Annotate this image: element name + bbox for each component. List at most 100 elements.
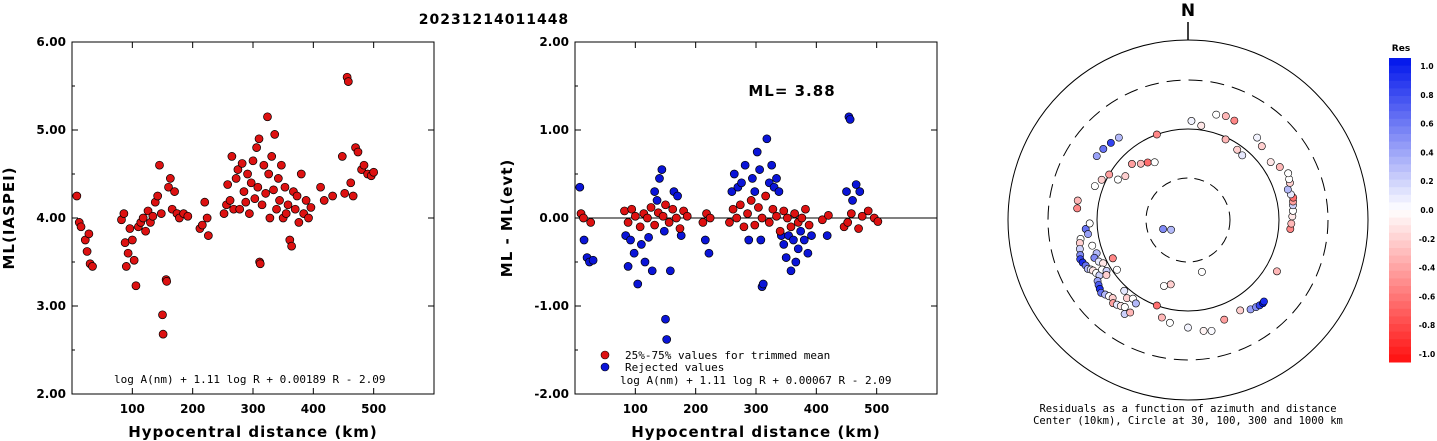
trimmed-point [675, 224, 685, 233]
polar-point [1099, 145, 1108, 153]
polar-point [1160, 282, 1168, 290]
magnitude-point [76, 222, 86, 232]
colorbar-cell [1389, 232, 1411, 241]
magnitude-point [252, 143, 261, 152]
polar-point [1287, 219, 1296, 228]
polar-point [1283, 185, 1292, 194]
polar-point [1136, 159, 1145, 168]
polar-point [1126, 308, 1135, 317]
legend-rejected-marker [600, 362, 610, 372]
polar-point [1167, 225, 1175, 234]
magnitude-x-ticks: 100 200 300 400 500 [120, 42, 386, 416]
rejected-point [673, 191, 682, 201]
y-tick-label: -2.00 [534, 387, 569, 401]
colorbar-cell [1389, 248, 1411, 257]
magnitude-point [277, 160, 286, 170]
rejected-point [781, 253, 791, 262]
colorbar-cell [1389, 149, 1411, 158]
trimmed-point [843, 218, 853, 227]
magnitude-point [292, 191, 302, 201]
rejected-point [637, 240, 646, 249]
polar-point [1114, 175, 1122, 184]
magnitude-point [183, 211, 193, 221]
polar-point [1131, 299, 1140, 308]
magnitude-point [359, 160, 369, 170]
rejected-point [652, 196, 662, 205]
rejected-point [727, 187, 737, 196]
polar-point [1102, 271, 1111, 279]
colorbar-cell [1389, 217, 1411, 226]
rejected-point [799, 235, 809, 245]
magnitude-chart: 2.00 3.00 4.00 5.00 6.00 100 200 300 400 500 log… [0, 35, 435, 441]
magnitude-point [148, 211, 158, 221]
colorbar-cells [1389, 58, 1411, 363]
magnitude-point [346, 178, 356, 188]
colorbar-cell [1389, 194, 1411, 203]
colorbar-cell [1389, 103, 1411, 112]
rejected-point [640, 257, 650, 267]
colorbar-cell [1389, 126, 1411, 135]
magnitude-point [158, 329, 168, 339]
magnitude-point [353, 147, 363, 157]
colorbar-cell [1389, 286, 1411, 295]
trimmed-point [668, 204, 678, 214]
trimmed-point [586, 218, 596, 227]
magnitude-point [197, 220, 207, 230]
colorbar-cell [1389, 301, 1411, 310]
magnitude-point [287, 241, 296, 251]
magnitude-point [84, 229, 94, 239]
rejected-point [851, 180, 861, 189]
magnitude-point [343, 77, 353, 86]
polar-point [1198, 267, 1206, 276]
colorbar-cell [1389, 164, 1411, 173]
magnitude-point [243, 169, 252, 179]
polar-caption-line-1: Residuals as a function of azimuth and d… [1039, 403, 1336, 415]
colorbar-cell [1389, 187, 1411, 196]
x-tick-label: 400 [804, 402, 829, 416]
y-tick-label: 4.00 [36, 211, 66, 225]
x-tick-label: 100 [120, 402, 145, 416]
colorbar-cell [1389, 96, 1411, 105]
y-tick-label: 2.00 [539, 35, 569, 49]
magnitude-point [164, 182, 173, 192]
colorbar-cell [1389, 324, 1411, 333]
trimmed-point [635, 222, 645, 232]
magnitude-point [127, 235, 137, 245]
residual-y-ticks: -2.00 -1.00 0.00 1.00 2.00 [534, 35, 937, 401]
polar-point [1105, 170, 1114, 179]
rejected-point [762, 134, 772, 144]
colorbar-label: 0.4 [1420, 148, 1433, 157]
trimmed-point [846, 209, 856, 218]
rejected-point [575, 182, 585, 192]
magnitude-point [170, 187, 179, 196]
colorbar-cell [1389, 354, 1411, 363]
y-tick-label: 3.00 [36, 299, 66, 313]
colorbar-labels: 1.0 0.8 0.6 0.4 0.2 0.0 -0.2 -0.4 -0.6 -0.8 -1.0 [1419, 62, 1435, 359]
colorbar-cell [1389, 118, 1411, 127]
trimmed-point [658, 211, 668, 221]
magnitude-point [272, 204, 281, 214]
colorbar-title: Res [1392, 44, 1410, 54]
magnitude-point [316, 182, 325, 192]
magnitude-point [131, 281, 141, 291]
trimmed-point [797, 213, 807, 223]
colorbar-cell [1389, 80, 1411, 89]
polar-point [1238, 151, 1247, 160]
polar-point [1084, 230, 1092, 238]
colorbar-cell [1389, 172, 1411, 181]
magnitude-point [225, 196, 235, 205]
trimmed-point [768, 204, 778, 214]
trimmed-point [664, 218, 674, 227]
polar-point [1097, 175, 1106, 184]
colorbar-cell [1389, 263, 1411, 272]
residual-points [575, 112, 883, 344]
rejected-point [661, 314, 670, 324]
trimmed-point [783, 213, 792, 223]
polar-point [1199, 326, 1208, 335]
magnitude-point [269, 185, 278, 195]
magnitude-point [369, 167, 379, 177]
ring-1000km [1007, 39, 1369, 401]
rejected-point [748, 174, 757, 183]
trimmed-point [728, 204, 738, 214]
